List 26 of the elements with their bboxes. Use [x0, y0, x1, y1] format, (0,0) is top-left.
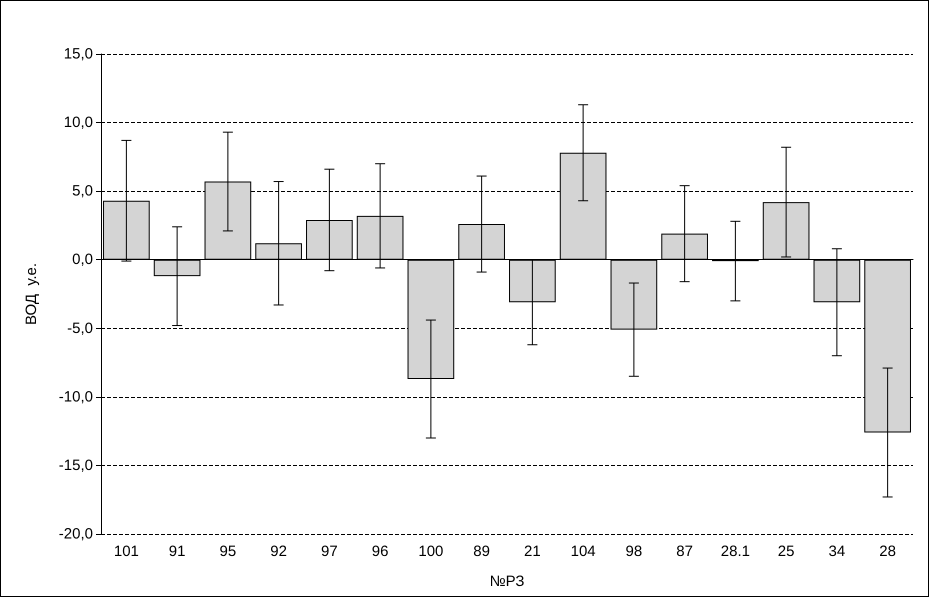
x-tick-label: 25 — [778, 543, 794, 560]
y-tick-label: -20,0 — [58, 526, 93, 542]
x-axis-title: №РЗ — [490, 573, 524, 590]
y-tick-label: 5,0 — [72, 182, 93, 200]
x-tick-label: 28 — [879, 543, 896, 560]
y-tick-label: -5,0 — [67, 320, 93, 337]
x-tick-label: 96 — [372, 543, 388, 560]
x-tick-label: 28.1 — [720, 543, 750, 560]
x-tick-label: 101 — [114, 543, 139, 560]
x-tick-label: 89 — [473, 543, 490, 560]
x-tick-label: 87 — [676, 543, 693, 560]
x-tick-label: 91 — [168, 543, 186, 560]
y-tick-label: 0,0 — [72, 251, 93, 268]
x-tick-label: 97 — [321, 543, 338, 560]
x-tick-label: 21 — [524, 543, 541, 560]
y-tick-label: -10,0 — [58, 388, 93, 406]
x-tick-label: 98 — [626, 543, 642, 560]
x-tick-label: 92 — [270, 543, 287, 560]
x-tick-label: 100 — [418, 543, 444, 560]
x-tick-label: 104 — [570, 543, 596, 560]
y-tick-label: 15,0 — [64, 46, 93, 62]
y-tick-label: -15,0 — [58, 456, 93, 474]
x-tick-label: 95 — [220, 543, 236, 560]
x-tick-label: 34 — [828, 543, 846, 560]
y-axis-title: ВОД у.е. — [23, 262, 40, 326]
y-tick-label: 10,0 — [64, 114, 93, 132]
